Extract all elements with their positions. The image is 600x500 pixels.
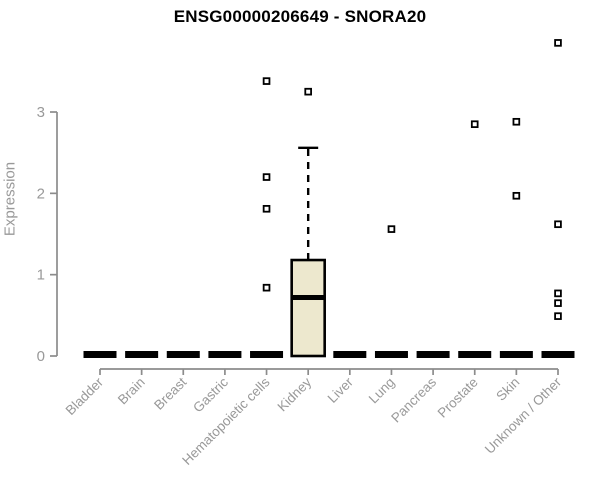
zero-box <box>250 351 284 358</box>
outlier-point <box>262 77 271 85</box>
x-tick-label: Brain <box>115 375 148 408</box>
x-tick-label: Lung <box>366 375 398 407</box>
x-tick-label: Liver <box>325 374 357 406</box>
zero-box <box>83 351 117 358</box>
zero-box <box>416 351 450 358</box>
outlier-point <box>512 117 521 126</box>
zero-box <box>208 351 242 358</box>
outlier-point <box>512 191 521 200</box>
plot-title: ENSG00000206649 - SNORA20 <box>173 7 427 26</box>
outlier-point <box>387 225 396 233</box>
zero-box <box>374 351 408 358</box>
outlier-point <box>262 283 271 292</box>
outlier-point <box>262 173 271 181</box>
x-tick-label: Prostate <box>435 375 481 421</box>
outlier-point <box>554 39 562 47</box>
outlier-point <box>262 204 271 213</box>
box <box>290 258 326 358</box>
outlier-point <box>470 120 479 129</box>
zero-box <box>458 351 492 358</box>
outlier-point <box>554 220 562 229</box>
outlier-point <box>304 87 312 96</box>
x-tick-label: Breast <box>151 374 189 412</box>
x-tick-label: Unknown / Other <box>482 374 565 457</box>
y-tick-label: 1 <box>37 267 45 284</box>
x-tick-label: Gastric <box>190 374 231 415</box>
x-tick-label: Skin <box>493 375 522 404</box>
y-tick-label: 3 <box>37 104 45 121</box>
outlier-point <box>554 299 562 307</box>
y-tick-label: 0 <box>37 348 45 365</box>
x-tick-label: Pancreas <box>388 374 439 425</box>
x-tick-label: Kidney <box>275 374 315 414</box>
zero-box <box>333 351 367 358</box>
outlier-point <box>554 289 562 298</box>
zero-box <box>541 351 575 358</box>
zero-box <box>499 351 533 358</box>
zero-box <box>125 351 159 358</box>
x-tick-label: Bladder <box>63 374 107 418</box>
zero-box <box>166 351 200 358</box>
y-tick-label: 2 <box>37 185 45 202</box>
outlier-point <box>554 312 562 320</box>
